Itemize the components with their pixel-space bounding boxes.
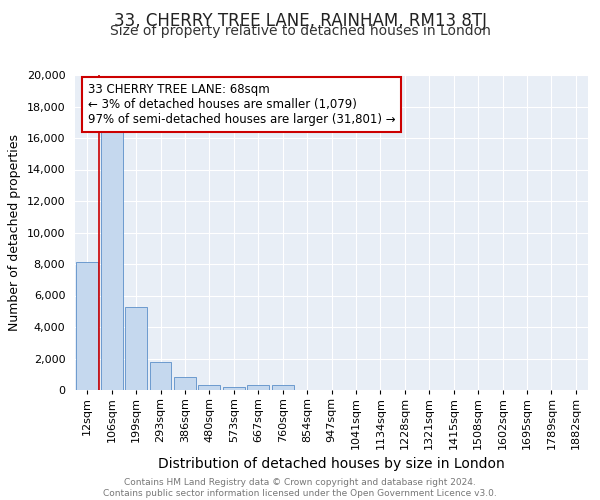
Text: 33 CHERRY TREE LANE: 68sqm
← 3% of detached houses are smaller (1,079)
97% of se: 33 CHERRY TREE LANE: 68sqm ← 3% of detac…	[88, 83, 395, 126]
Bar	[149, 362, 172, 390]
Bar	[125, 306, 147, 390]
Bar	[247, 386, 269, 390]
Bar	[199, 386, 220, 390]
Text: Size of property relative to detached houses in London: Size of property relative to detached ho…	[110, 24, 490, 38]
Bar	[272, 386, 293, 390]
Bar	[101, 130, 122, 390]
Bar	[223, 387, 245, 390]
Text: 33, CHERRY TREE LANE, RAINHAM, RM13 8TJ: 33, CHERRY TREE LANE, RAINHAM, RM13 8TJ	[113, 12, 487, 30]
Bar	[174, 378, 196, 390]
Bar	[76, 262, 98, 390]
Y-axis label: Number of detached properties: Number of detached properties	[8, 134, 21, 331]
Text: Contains HM Land Registry data © Crown copyright and database right 2024.
Contai: Contains HM Land Registry data © Crown c…	[103, 478, 497, 498]
X-axis label: Distribution of detached houses by size in London: Distribution of detached houses by size …	[158, 458, 505, 471]
